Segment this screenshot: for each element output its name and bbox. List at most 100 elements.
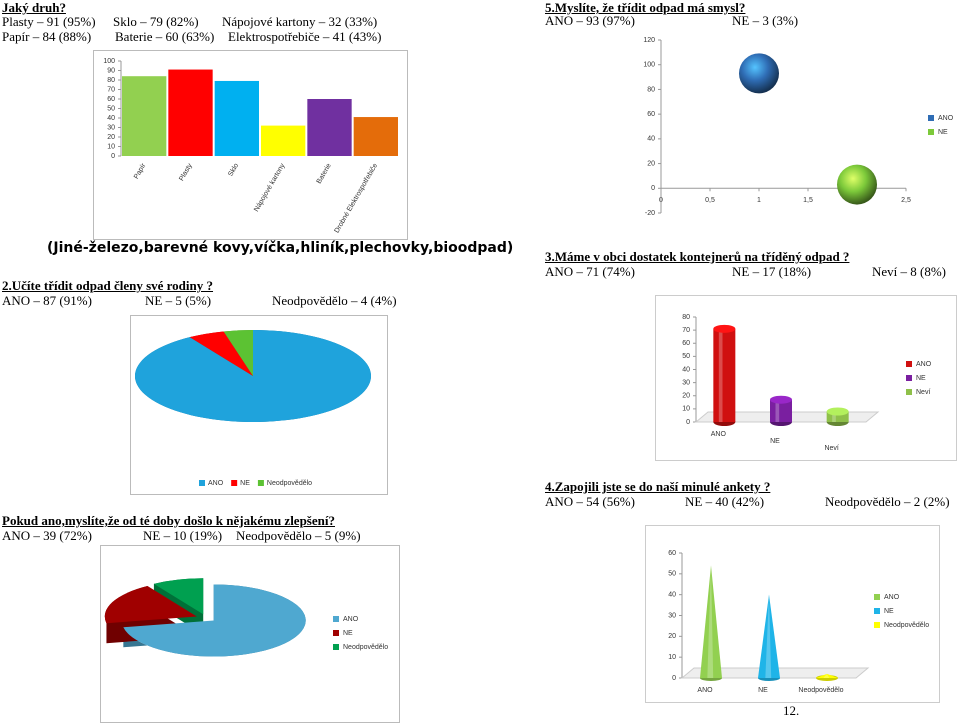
legend-label: Neodpovědělo <box>267 480 312 487</box>
legend-label: ANO <box>938 115 954 122</box>
legend-swatch <box>333 644 339 650</box>
legend-label: NE <box>884 608 894 615</box>
bar-highlight <box>775 399 780 422</box>
bar <box>826 411 849 422</box>
legend-label: NE <box>916 375 926 382</box>
legend-swatch <box>333 630 339 636</box>
heading: 2.Učíte třídit odpad členy své rodiny ? <box>2 278 214 293</box>
y-tick-label: 60 <box>107 96 115 103</box>
legend-swatch <box>333 616 339 622</box>
heading: Pokud ano,myslíte,že od té doby došlo k … <box>2 513 335 528</box>
x-tick-label: ANO <box>711 431 727 438</box>
bar <box>307 99 352 156</box>
answer: NE – 5 (5%) <box>145 293 212 308</box>
answer: ANO – 39 (72%) <box>2 528 92 543</box>
cone <box>700 565 722 678</box>
y-tick-label: 100 <box>103 58 115 65</box>
legend-label: ANO <box>916 361 932 368</box>
x-tick-label: ANO <box>697 687 713 694</box>
x-tick-label: 1,5 <box>803 197 813 204</box>
legend-label: NE <box>240 480 250 487</box>
x-tick-label: NE <box>770 438 780 445</box>
bar-top <box>713 324 736 333</box>
answer: NE – 10 (19%) <box>143 528 223 543</box>
answer: Elektrospotřebiče – 41 (43%) <box>228 29 382 44</box>
note: (Jiné-železo,barevné kovy,víčka,hliník,p… <box>47 240 514 256</box>
legend-swatch <box>874 608 880 614</box>
bar-highlight <box>832 411 836 422</box>
chart: ANO NE Neodpovědělo <box>100 545 400 723</box>
y-tick-label: -20 <box>645 210 655 217</box>
heading: 5.Myslíte, že třídit odpad má smysl? <box>545 0 746 15</box>
bar <box>261 125 306 156</box>
cone <box>816 673 838 678</box>
x-tick-label: Drobné Elektrospotřebiče <box>334 162 380 234</box>
x-tick-label: Nápojové kartony <box>253 162 287 213</box>
x-tick-label: 0,5 <box>705 197 715 204</box>
y-tick-label: 70 <box>682 327 690 334</box>
y-tick-label: 60 <box>682 340 690 347</box>
heading: 3.Máme v obci dostatek kontejnerů na tří… <box>545 249 850 264</box>
y-tick-label: 0 <box>686 419 690 426</box>
bar <box>770 399 792 422</box>
y-tick-label: 90 <box>107 67 115 74</box>
answer: Sklo – 79 (82%) <box>113 14 199 29</box>
y-tick-label: 120 <box>643 37 655 44</box>
chart: 0 10 20 30 40 50 60 ANO NE Neodpovědělo ANO NE Neodp… <box>645 525 940 703</box>
bar <box>168 69 213 156</box>
cone <box>758 594 780 678</box>
y-tick-label: 20 <box>682 393 690 400</box>
chart: 0 10 20 30 40 50 60 70 80 ANO NE Neví ANO NE Neví <box>655 295 957 461</box>
page-number: 12. <box>783 703 800 718</box>
y-tick-label: 10 <box>668 654 676 661</box>
y-tick-label: 30 <box>682 379 690 386</box>
bar-highlight <box>718 328 723 422</box>
y-tick-label: 20 <box>647 160 655 167</box>
answer: ANO – 87 (91%) <box>2 293 92 308</box>
x-tick-label: Sklo <box>227 162 240 177</box>
x-tick-label: Neodpovědělo <box>798 687 843 694</box>
legend-swatch <box>231 480 238 486</box>
bar-top <box>826 407 849 416</box>
y-tick-label: 20 <box>107 134 115 141</box>
y-tick-label: 30 <box>668 612 676 619</box>
answer: Neodpovědělo – 5 (9%) <box>236 528 361 543</box>
answer: Neví – 8 (8%) <box>872 264 947 279</box>
y-tick-label: 100 <box>643 62 655 69</box>
cone-highlight <box>765 594 772 678</box>
bar <box>713 328 736 422</box>
answer: Plasty – 91 (95%) <box>2 14 96 29</box>
slice <box>104 586 197 624</box>
legend-swatch <box>257 480 264 486</box>
cone-highlight <box>823 673 830 678</box>
answer: NE – 3 (3%) <box>732 13 799 28</box>
y-tick-label: 70 <box>107 86 115 93</box>
legend-label: Neodpovědělo <box>343 644 388 651</box>
y-tick-label: 80 <box>682 314 690 321</box>
legend-swatch <box>874 594 880 600</box>
answer: NE – 40 (42%) <box>685 494 765 509</box>
slice <box>189 331 253 376</box>
x-tick-label: NE <box>758 687 768 694</box>
cone-highlight <box>707 565 714 678</box>
bubble <box>739 53 779 94</box>
slice <box>134 330 371 422</box>
answer: ANO – 71 (74%) <box>545 264 635 279</box>
bar <box>214 80 259 156</box>
answer: Neodpovědělo – 2 (2%) <box>825 494 950 509</box>
x-tick-label: Plasty <box>178 162 194 182</box>
y-tick-label: 10 <box>107 143 115 150</box>
legend-swatch <box>906 389 912 395</box>
y-tick-label: 20 <box>668 633 676 640</box>
slice <box>153 578 204 615</box>
y-tick-label: 30 <box>107 124 115 131</box>
slice <box>223 330 253 376</box>
legend-label: ANO <box>884 594 900 601</box>
legend-label: NE <box>343 630 353 637</box>
y-tick-label: 60 <box>647 111 655 118</box>
legend-swatch <box>928 115 934 121</box>
legend-label: Neodpovědělo <box>884 622 929 629</box>
bar <box>353 117 398 156</box>
slice <box>123 584 306 657</box>
